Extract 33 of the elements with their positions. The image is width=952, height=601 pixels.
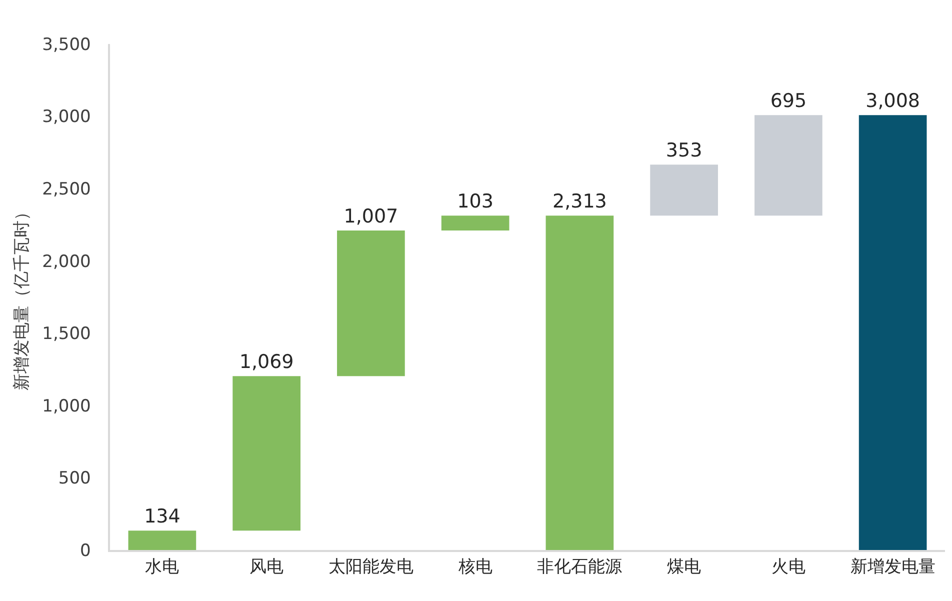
x-tick-label: 新增发电量 [850, 557, 936, 578]
x-tick-label: 非化石能源 [537, 557, 622, 578]
data-label: 2,313 [552, 190, 607, 213]
data-label: 353 [666, 140, 702, 162]
bar [128, 530, 196, 550]
x-tick-label: 火电 [771, 557, 806, 578]
bar [232, 376, 300, 531]
y-tick-label: 500 [58, 468, 91, 489]
y-tick-label: 2,000 [42, 252, 91, 272]
y-tick-label: 0 [80, 540, 91, 561]
bar [858, 115, 927, 550]
y-axis-title: 新增发电量（亿千瓦时） [12, 204, 32, 390]
data-label: 134 [144, 506, 180, 528]
x-tick-label: 煤电 [667, 557, 702, 578]
data-label: 3,008 [866, 90, 920, 112]
y-tick-label: 3,500 [42, 34, 91, 55]
y-tick-label: 1,500 [42, 324, 91, 344]
x-tick-label: 核电 [457, 557, 492, 578]
bar [441, 216, 510, 230]
bar [650, 164, 718, 216]
data-label: 103 [457, 190, 494, 213]
data-label: 695 [770, 90, 807, 112]
x-tick-label: 风电 [250, 557, 284, 578]
data-label: 1,007 [344, 206, 398, 228]
y-tick-label: 3,000 [42, 107, 91, 128]
bar [546, 216, 614, 550]
data-label: 1,069 [239, 351, 294, 374]
x-tick-label: 水电 [145, 557, 180, 578]
bar [337, 230, 405, 376]
y-tick-label: 2,500 [42, 180, 91, 200]
x-tick-label: 太阳能发电 [328, 557, 414, 578]
bar [754, 115, 822, 216]
y-tick-label: 1,000 [42, 396, 91, 416]
